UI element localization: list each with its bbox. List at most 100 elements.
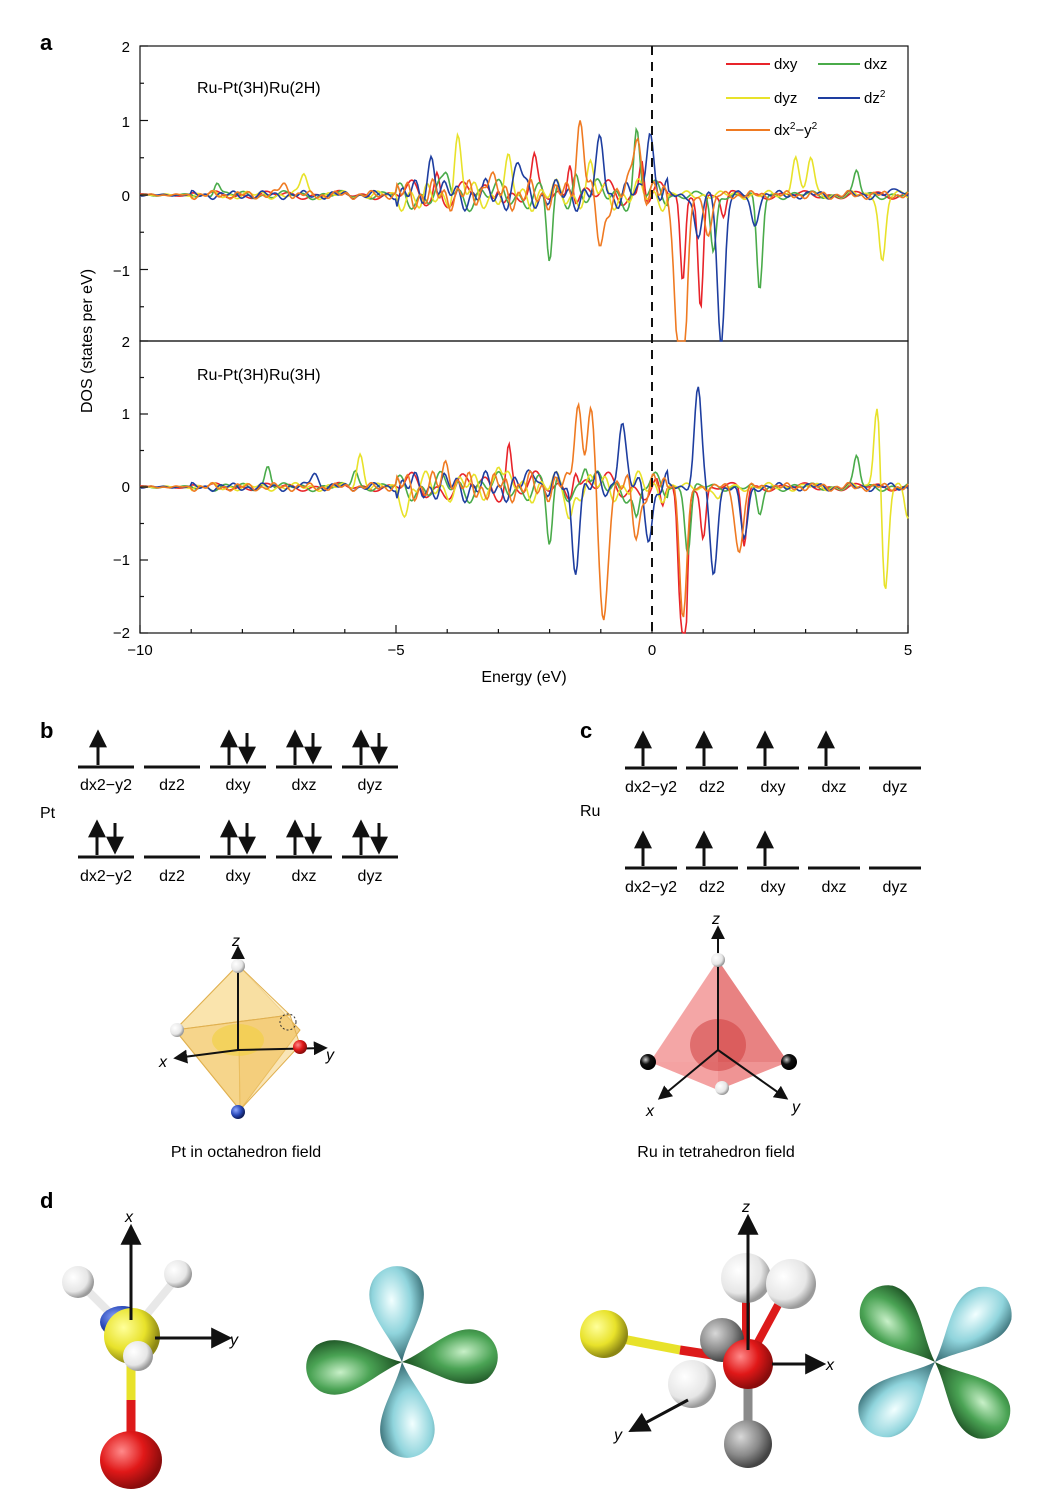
- orbital-left: [306, 1266, 498, 1458]
- atom-white: [721, 1253, 771, 1303]
- x-tick-label: −5: [387, 642, 404, 659]
- bottom-plot-title: Ru-Pt(3H)Ru(3H): [197, 367, 321, 384]
- atom-top: [231, 959, 245, 973]
- y-tick-label: 0: [122, 479, 130, 496]
- atom-red: [723, 1339, 773, 1389]
- y-tick-label: −1: [113, 552, 130, 569]
- atom-white: [123, 1341, 153, 1371]
- dos-series-bottom-dxy: [139, 441, 909, 634]
- lobe-cyan: [858, 1362, 935, 1438]
- legend-dx-base: dx: [774, 122, 790, 139]
- y-tick-label: 1: [122, 114, 130, 131]
- pt-caption: Pt in octahedron field: [171, 1144, 321, 1161]
- atom-right-black: [781, 1054, 797, 1070]
- y-tick-label: −1: [113, 263, 130, 280]
- panel-label-a: a: [40, 30, 53, 55]
- lobe-green: [402, 1329, 498, 1384]
- atom-white: [62, 1266, 94, 1298]
- axis-label-y: y: [613, 1427, 623, 1444]
- atom-top: [711, 953, 725, 967]
- molecule-right: z x y: [580, 1199, 835, 1468]
- y-tick-label: 0: [122, 188, 130, 205]
- legend: dxy dxz dyz dz2 dx2−y2: [726, 56, 887, 139]
- legend-dz-sup: 2: [880, 89, 886, 100]
- y-axis-line: [628, 1398, 689, 1432]
- legend-dx-sup2: 2: [812, 121, 818, 132]
- atom-bottom: [715, 1081, 729, 1095]
- atom-yellow: [580, 1310, 628, 1358]
- y-axis-label: DOS (states per eV): [79, 269, 96, 413]
- x-axis-label: Energy (eV): [481, 669, 566, 686]
- x-axis-line: [173, 1049, 239, 1064]
- y-axis-line: [717, 1049, 789, 1100]
- orbital-label: dxz: [292, 777, 317, 794]
- orbital-label: dxy: [226, 868, 251, 885]
- atom-left-black: [640, 1054, 656, 1070]
- x-axis-line: [657, 1049, 719, 1100]
- axis-label-z: z: [741, 1199, 750, 1216]
- legend-label-dxz: dxz: [864, 56, 887, 73]
- orbital-label: dxz: [822, 879, 847, 896]
- legend-dz-base: dz: [864, 90, 880, 107]
- axis-label-z: z: [231, 933, 240, 950]
- ru-caption: Ru in tetrahedron field: [637, 1144, 794, 1161]
- lobe-green: [306, 1340, 402, 1395]
- orbital-label: dz2: [699, 879, 725, 896]
- x-tick-label: 0: [648, 642, 656, 659]
- y-axis-line: [237, 1041, 328, 1056]
- axis-label-z: z: [711, 911, 720, 928]
- tetrahedron-face: [650, 1062, 788, 1090]
- orbital-label: dyz: [358, 868, 383, 885]
- x-tick-label: −10: [127, 642, 152, 659]
- atom-red: [100, 1431, 162, 1489]
- panel-label-c: c: [580, 718, 592, 743]
- orbital-label: dyz: [883, 779, 908, 796]
- orbital-label: dxz: [292, 868, 317, 885]
- bottom-series-group: [139, 386, 909, 634]
- axis-label-x: x: [825, 1357, 835, 1374]
- dos-series-bottom-dz2: [139, 386, 909, 576]
- dos-series-bottom-dx2-y2: [139, 401, 909, 621]
- dos-chart: Ru-Pt(3H)Ru(2H) Ru-Pt(3H)Ru(3H) 2 1 0 −1…: [79, 39, 912, 686]
- y-tick-label: −2: [113, 625, 130, 642]
- top-plot-title: Ru-Pt(3H)Ru(2H): [197, 80, 321, 97]
- y-tick-label: 1: [122, 406, 130, 423]
- octahedron-diagram: z y x: [158, 933, 335, 1119]
- axis-label-y: y: [791, 1099, 801, 1116]
- axis-label-y: y: [325, 1047, 335, 1064]
- atom-left: [170, 1023, 184, 1037]
- tetrahedron-diagram: z x y: [640, 911, 801, 1120]
- panel-label-b: b: [40, 718, 53, 743]
- legend-label-dxy: dxy: [774, 56, 798, 73]
- pt-element-label: Pt: [40, 805, 56, 822]
- molecule-left: x y: [62, 1209, 239, 1489]
- orbital-label: dyz: [358, 777, 383, 794]
- axis-label-y: y: [229, 1332, 239, 1349]
- dos-series-top-dz2: [139, 132, 909, 342]
- atom-back-dashed: [279, 1013, 297, 1031]
- ru-energy-levels: dx2−y2 dz2 dxy dxz dyz dx2−y2 dz2 dxy dxz dyz: [625, 730, 921, 896]
- atom-white: [668, 1360, 716, 1408]
- pt-energy-levels: dx2−y2 dz2 dxy dxz dyz dx2−y2 dz2 dxy dxz dyz: [78, 729, 398, 885]
- lobe-cyan: [380, 1362, 435, 1458]
- legend-label-dyz: dyz: [774, 90, 797, 107]
- axis-label-x: x: [645, 1103, 655, 1120]
- orbital-label: dyz: [883, 879, 908, 896]
- orbital-label: dxy: [761, 779, 786, 796]
- legend-label-dz2: dz2: [864, 89, 886, 107]
- bond-red: [754, 1303, 782, 1344]
- panel-label-d: d: [40, 1188, 53, 1213]
- orbital-label: dx2−y2: [625, 879, 677, 896]
- legend-dx-sup1: 2: [790, 121, 796, 132]
- atom-grey: [724, 1420, 772, 1468]
- orbital-label: dz2: [159, 777, 185, 794]
- top-series-group: [139, 120, 909, 342]
- lobe-green: [859, 1285, 935, 1362]
- atom-bottom-blue: [231, 1105, 245, 1119]
- axis-label-x: x: [124, 1209, 134, 1226]
- orbital-label: dx2−y2: [80, 868, 132, 885]
- dos-series-top-dxz: [139, 126, 909, 289]
- orbital-label: dxy: [226, 777, 251, 794]
- orbital-label: dz2: [159, 868, 185, 885]
